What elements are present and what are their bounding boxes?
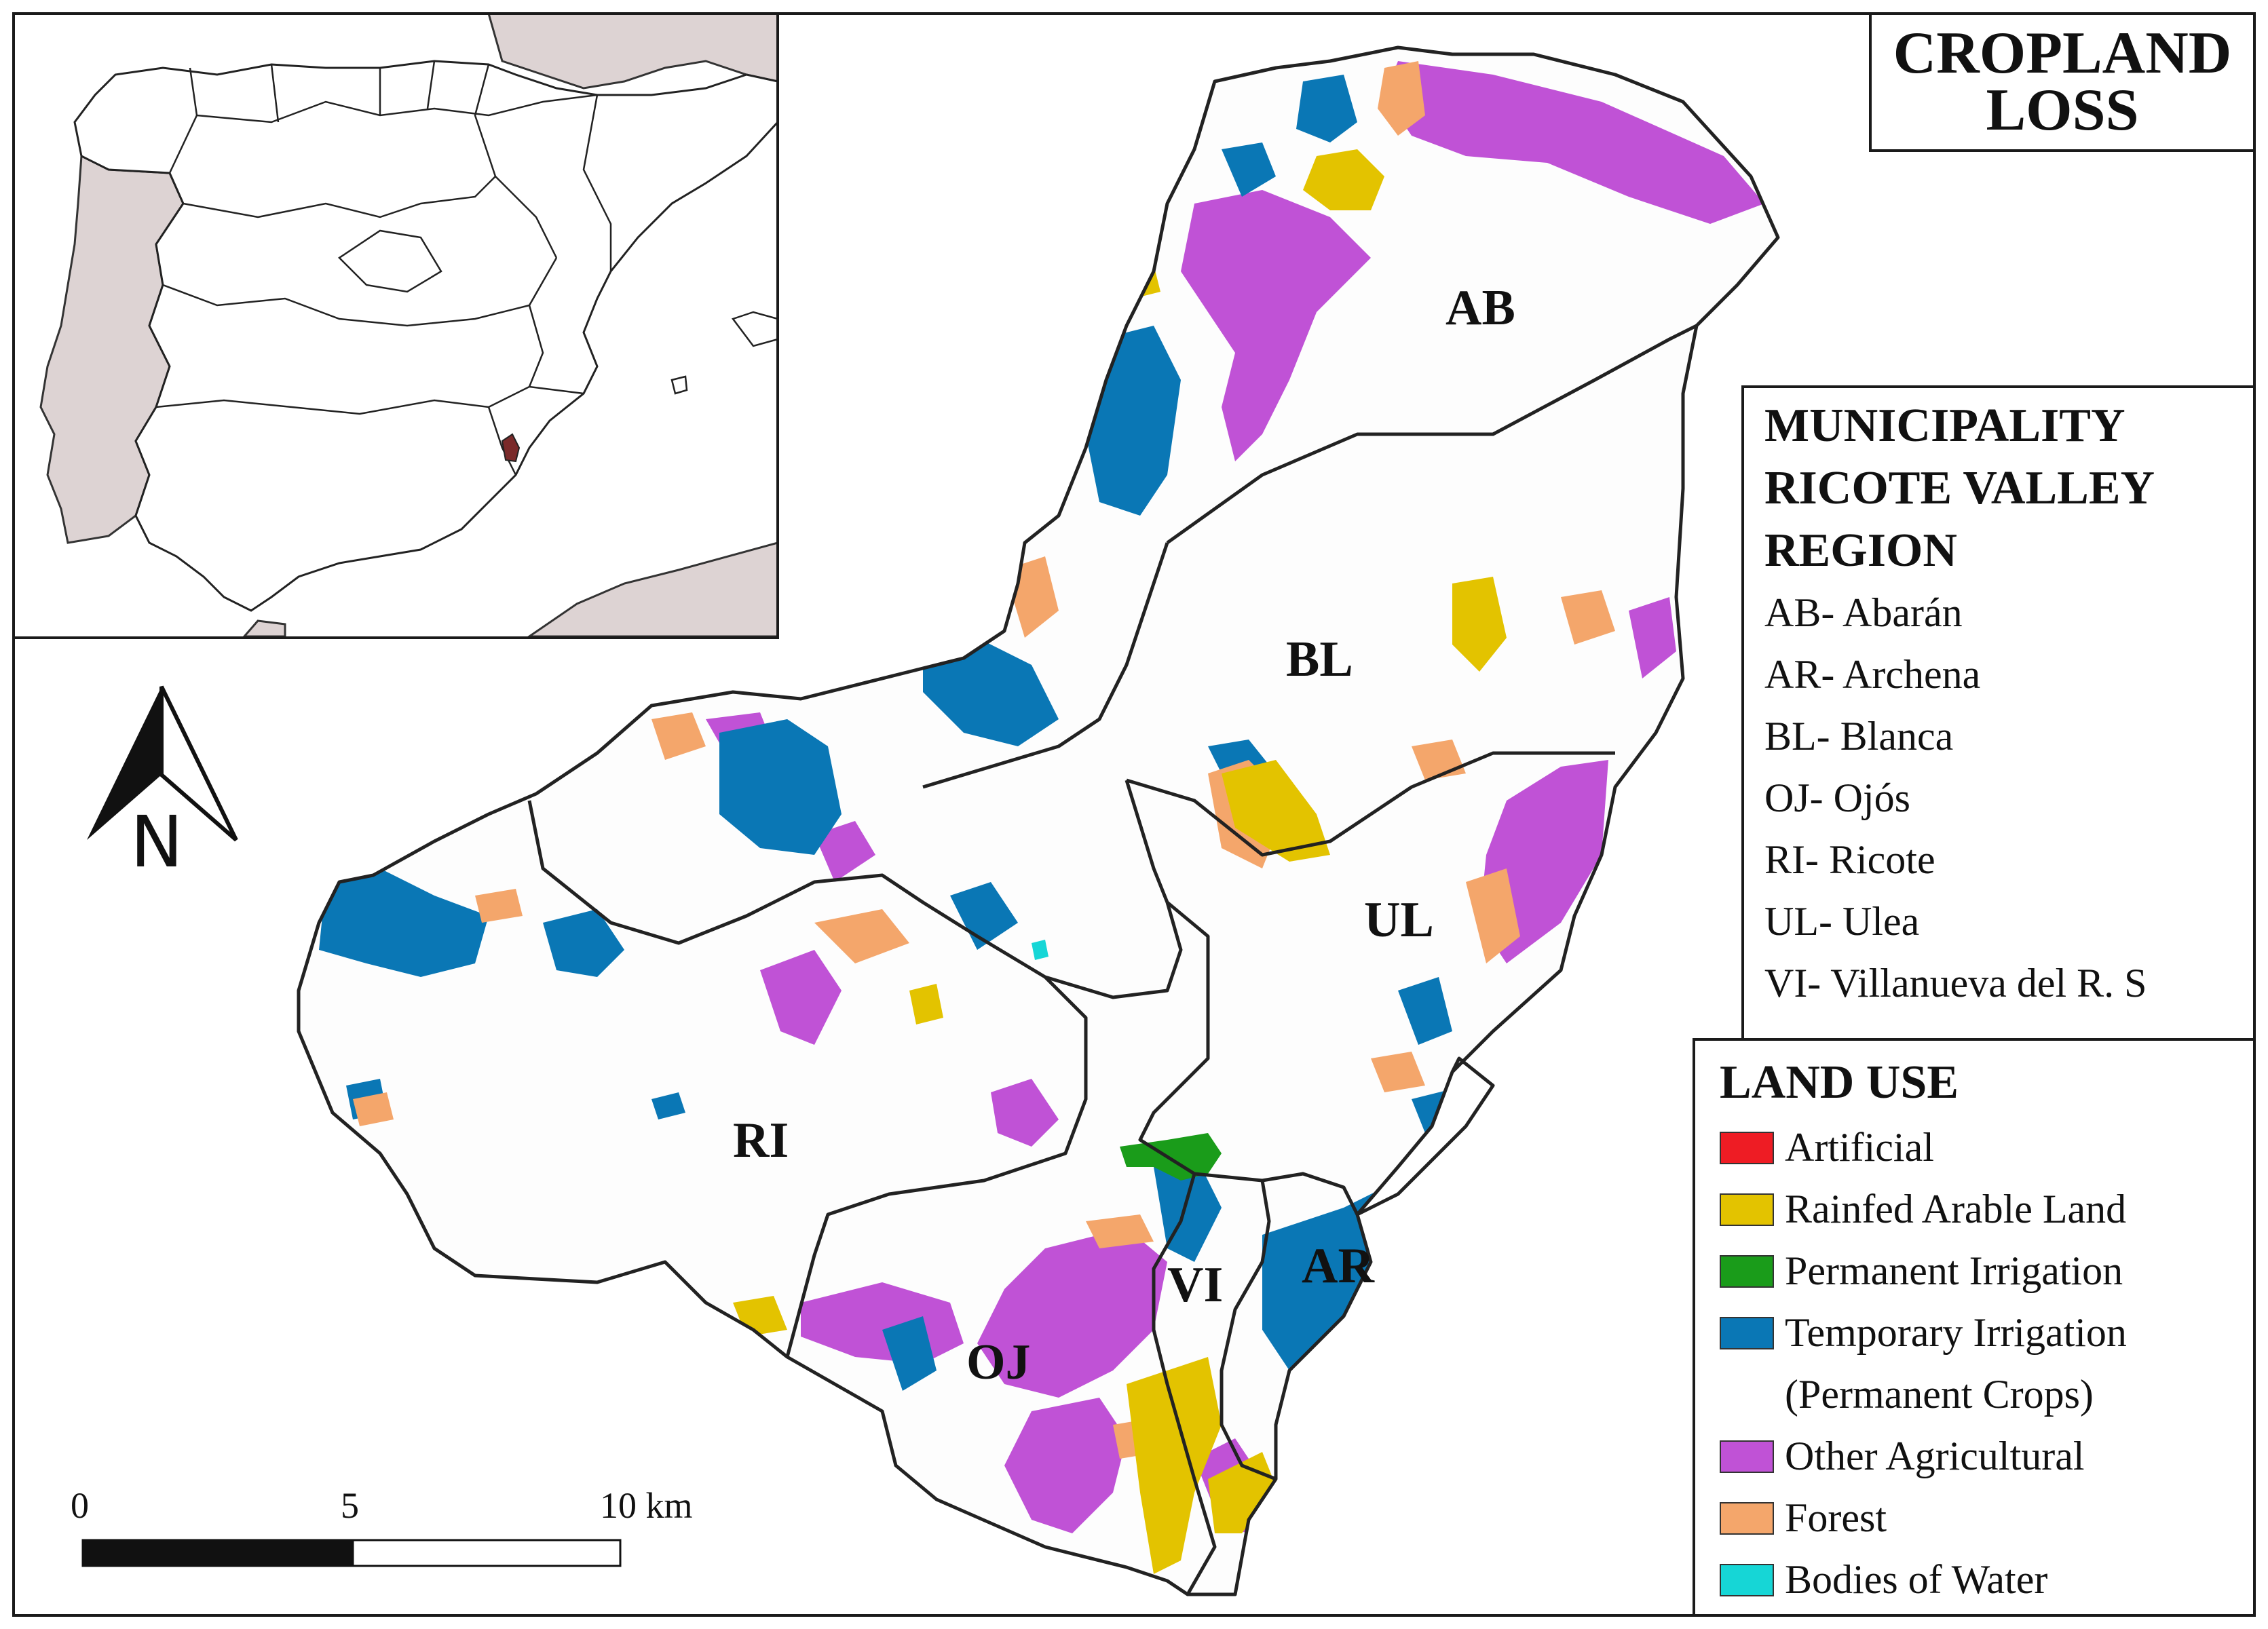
municipality-item: AR- Archena bbox=[1764, 652, 1981, 697]
municipality-item: BL- Blanca bbox=[1764, 714, 1954, 759]
land-use-heading: LAND USE bbox=[1720, 1056, 1959, 1109]
land-use-patches bbox=[319, 61, 1764, 1574]
legend-label-other-agricultural: Other Agricultural bbox=[1785, 1434, 2085, 1478]
inset-map bbox=[12, 12, 779, 639]
legend-label-temporary-irrigation-2: (Permanent Crops) bbox=[1785, 1372, 2094, 1417]
legend-row-rainfed: Rainfed Arable Land bbox=[1720, 1178, 2253, 1240]
legend-row-bodies-of-water: Bodies of Water bbox=[1720, 1549, 2253, 1611]
scale-bar bbox=[81, 1539, 622, 1567]
balearic-islands bbox=[670, 311, 776, 395]
africa-shape-east bbox=[527, 541, 776, 636]
municipality-heading-3: REGION bbox=[1764, 524, 1957, 577]
water-patch bbox=[998, 567, 1013, 585]
muni-label-oj: OJ bbox=[966, 1335, 1031, 1390]
scale-label-10km: 10 km bbox=[600, 1485, 693, 1526]
municipality-heading-1: MUNICIPALITY bbox=[1764, 400, 2125, 452]
municipality-item: VI- Villanueva del R. S bbox=[1764, 961, 2147, 1005]
legend-row-artificial: Artificial bbox=[1720, 1117, 2253, 1178]
north-label: N bbox=[130, 801, 183, 883]
muni-label-ri: RI bbox=[733, 1113, 789, 1168]
legend-row-temporary-irrigation: Temporary Irrigation bbox=[1720, 1302, 2253, 1364]
legend-label-forest: Forest bbox=[1785, 1495, 1887, 1540]
swatch-bodies-of-water bbox=[1720, 1563, 1774, 1596]
swatch-other-agricultural bbox=[1720, 1440, 1774, 1473]
france-shape bbox=[488, 15, 776, 90]
legend-row-temporary-irrigation-cont: (Permanent Crops) bbox=[1720, 1364, 2253, 1425]
title-line-2: LOSS bbox=[1986, 77, 2139, 143]
africa-shape bbox=[243, 619, 286, 636]
legend-label-rainfed: Rainfed Arable Land bbox=[1785, 1187, 2127, 1231]
legend-label-bodies-of-water: Bodies of Water bbox=[1785, 1557, 2048, 1602]
water-patch-2 bbox=[1032, 940, 1048, 960]
study-region-map: AB BL UL RI OJ VI AR bbox=[297, 45, 1780, 1596]
swatch-forest bbox=[1720, 1501, 1774, 1535]
municipality-borders bbox=[297, 45, 1780, 1596]
municipality-item: OJ- Ojós bbox=[1764, 775, 1911, 820]
muni-label-vi: VI bbox=[1167, 1257, 1223, 1313]
municipality-item: AB- Abarán bbox=[1764, 590, 1963, 635]
legend-row-permanent-irrigation: Permanent Irrigation bbox=[1720, 1240, 2253, 1302]
swatch-rainfed bbox=[1720, 1193, 1774, 1226]
legend-label-temporary-irrigation: Temporary Irrigation bbox=[1785, 1310, 2127, 1355]
study-area-marker bbox=[501, 433, 521, 463]
land-use-legend: LAND USE Artificial Rainfed Arable Land … bbox=[1693, 1038, 2256, 1617]
municipality-legend: MUNICIPALITY RICOTE VALLEY REGION AB- Ab… bbox=[1741, 385, 2256, 1042]
title-box: CROPLAND LOSS bbox=[1869, 12, 2256, 152]
muni-label-ab: AB bbox=[1445, 280, 1515, 336]
municipality-item: RI- Ricote bbox=[1764, 837, 1935, 882]
legend-row-forest: Forest bbox=[1720, 1487, 2253, 1549]
muni-label-ul: UL bbox=[1364, 892, 1434, 948]
scale-label-5: 5 bbox=[341, 1485, 359, 1526]
muni-label-ar: AR bbox=[1302, 1238, 1375, 1294]
municipality-item: UL- Ulea bbox=[1764, 899, 1920, 944]
title-line-1: CROPLAND bbox=[1893, 20, 2232, 86]
muni-label-bl: BL bbox=[1286, 632, 1353, 687]
swatch-temporary-irrigation bbox=[1720, 1316, 1774, 1349]
swatch-artificial bbox=[1720, 1131, 1774, 1164]
legend-row-other-agricultural: Other Agricultural bbox=[1720, 1425, 2253, 1487]
spain-region-borders bbox=[155, 60, 612, 476]
municipality-heading-2: RICOTE VALLEY bbox=[1764, 462, 2155, 514]
swatch-permanent-irrigation bbox=[1720, 1254, 1774, 1288]
legend-label-permanent-irrigation: Permanent Irrigation bbox=[1785, 1248, 2123, 1293]
scale-label-0: 0 bbox=[71, 1485, 89, 1526]
legend-label-artificial: Artificial bbox=[1785, 1125, 1934, 1170]
north-arrow bbox=[87, 685, 238, 842]
rainfed-arable-patches bbox=[733, 149, 1507, 1574]
